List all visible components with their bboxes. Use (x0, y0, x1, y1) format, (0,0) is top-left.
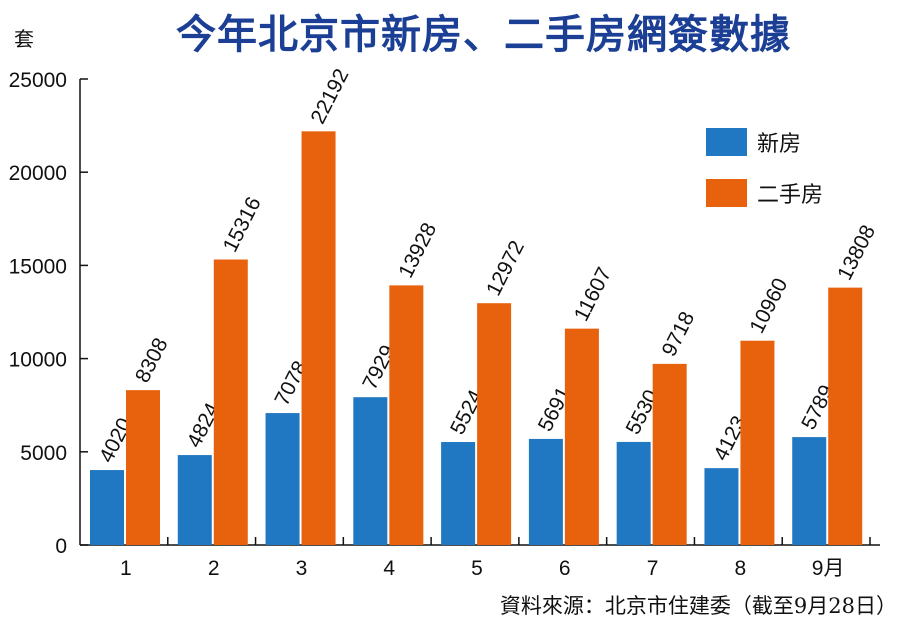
source-note: 資料來源：北京市住建委（截至9月28日） (499, 594, 897, 618)
bar-new-house (441, 442, 476, 545)
data-label: 8308 (131, 334, 173, 386)
x-tick-label: 2 (208, 557, 220, 580)
y-tick-label: 5000 (20, 442, 67, 465)
bar-second-hand (740, 340, 775, 545)
bar-new-house (792, 437, 827, 545)
y-tick-label: 20000 (9, 162, 67, 185)
x-tick-label: 7 (647, 557, 659, 580)
x-tick-label: 6 (559, 557, 571, 580)
y-tick-label: 25000 (9, 69, 67, 92)
bar-new-house (177, 455, 212, 545)
bar-new-house (90, 470, 124, 545)
bar-new-house (616, 441, 651, 545)
legend-swatch (706, 179, 747, 207)
data-label: 9718 (658, 308, 700, 360)
bar-new-house (704, 468, 739, 545)
bar-second-hand (389, 285, 424, 545)
chart-title: 今年北京市新房、二手房網簽數據 (176, 12, 791, 58)
x-tick-label: 4 (383, 557, 395, 580)
data-label: 15316 (219, 193, 266, 255)
bar-second-hand (301, 131, 336, 545)
legend-label: 新房 (757, 132, 801, 157)
data-label: 13808 (833, 221, 880, 283)
bar-second-hand (213, 259, 248, 545)
y-axis-label: 套 (14, 27, 34, 51)
bar-new-house (353, 397, 388, 545)
bar-new-house (528, 438, 563, 545)
bar-second-hand (564, 328, 599, 545)
legend-swatch (706, 128, 747, 156)
data-label: 12972 (482, 237, 529, 299)
legend-label: 二手房 (757, 183, 823, 208)
x-tick-label: 9月 (812, 557, 845, 580)
bar-new-house (265, 413, 300, 545)
data-label: 22192 (307, 65, 354, 127)
data-label: 13928 (394, 219, 441, 281)
y-tick-label: 15000 (9, 255, 67, 278)
x-tick-label: 8 (734, 557, 746, 580)
x-tick-label: 3 (296, 557, 308, 580)
x-tick-label: 1 (120, 557, 132, 580)
data-label: 11607 (570, 264, 616, 325)
bar-second-hand (652, 363, 687, 545)
y-tick-label: 10000 (9, 349, 67, 372)
bar-second-hand (828, 287, 863, 545)
bar-second-hand (477, 303, 512, 545)
y-tick-label: 0 (55, 535, 67, 558)
bar-second-hand (126, 390, 160, 545)
data-label: 10960 (745, 274, 792, 336)
x-tick-label: 5 (471, 557, 483, 580)
